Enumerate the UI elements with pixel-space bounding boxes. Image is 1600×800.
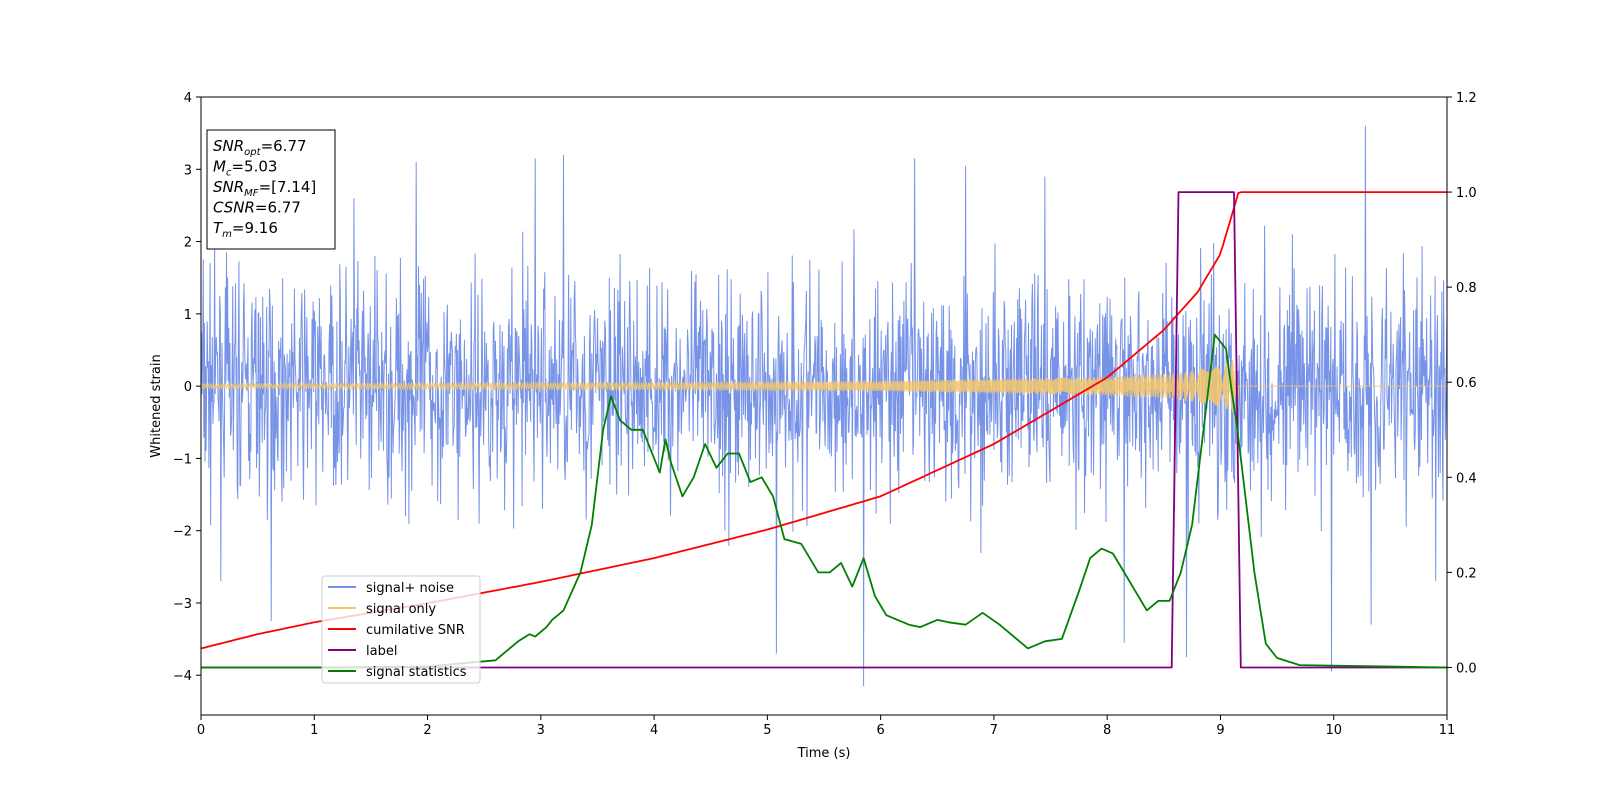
y-tick-label-right: 1.2 bbox=[1456, 91, 1477, 106]
y-tick-label-left: −2 bbox=[173, 525, 192, 540]
y-tick-label-right: 0.6 bbox=[1456, 376, 1477, 391]
legend-frame bbox=[321, 575, 481, 684]
y-axis-right: 0.0 0.2 0.4 0.6 0.8 1.0 1.2 bbox=[1447, 91, 1477, 676]
legend-label: label bbox=[366, 644, 397, 659]
annotation-line: SNRMF=[7.14] bbox=[213, 178, 316, 199]
annotation-line: Mc=5.03 bbox=[213, 158, 277, 179]
legend-label: signal statistics bbox=[366, 665, 467, 680]
y-tick-label-left: 2 bbox=[184, 236, 192, 251]
series-signal-statistics bbox=[201, 333, 1447, 669]
series-label bbox=[201, 191, 1447, 669]
annotation-frame bbox=[206, 129, 336, 250]
x-axis: 0 1 2 3 4 5 6 7 8 9 10 11 bbox=[197, 715, 1455, 738]
x-tick-label: 3 bbox=[537, 723, 545, 738]
x-tick-label: 8 bbox=[1103, 723, 1111, 738]
y-tick-label-left: 1 bbox=[184, 308, 192, 323]
y-tick-label-right: 0.8 bbox=[1456, 281, 1477, 296]
legend-label: signal only bbox=[366, 602, 436, 617]
x-tick-label: 5 bbox=[763, 723, 771, 738]
legend: signal+ noise signal only cumilative SNR la… bbox=[321, 575, 481, 684]
x-tick-label: 6 bbox=[876, 723, 884, 738]
x-tick-label: 9 bbox=[1216, 723, 1224, 738]
series-signal-noise bbox=[201, 125, 1447, 687]
y-axis-label: Whitened strain bbox=[149, 354, 164, 457]
annotation-line: CSNR=6.77 bbox=[213, 199, 301, 217]
legend-label: signal+ noise bbox=[366, 581, 454, 596]
y-tick-label-right: 0.4 bbox=[1456, 471, 1477, 486]
x-tick-label: 1 bbox=[310, 723, 318, 738]
y-tick-label-left: 4 bbox=[184, 91, 192, 106]
x-tick-label: 11 bbox=[1439, 723, 1456, 738]
annotation-line: SNRopt=6.77 bbox=[213, 137, 307, 158]
plot-frame bbox=[200, 96, 1448, 716]
y-tick-label-right: 0.2 bbox=[1456, 566, 1477, 581]
series-signal-only bbox=[201, 357, 1447, 415]
y-tick-label-left: −3 bbox=[173, 597, 192, 612]
x-tick-label: 2 bbox=[423, 723, 431, 738]
x-tick-label: 0 bbox=[197, 723, 205, 738]
x-tick-label: 7 bbox=[990, 723, 998, 738]
y-tick-label-left: 0 bbox=[184, 380, 192, 395]
y-axis-left: −4 −3 −2 −1 0 1 2 3 4 bbox=[173, 91, 201, 684]
y-tick-label-right: 1.0 bbox=[1456, 186, 1477, 201]
annotation-line: Tm=9.16 bbox=[213, 219, 278, 240]
y-tick-label-left: −1 bbox=[173, 452, 192, 467]
x-axis-label: Time (s) bbox=[797, 746, 851, 761]
x-tick-label: 10 bbox=[1325, 723, 1342, 738]
legend-label: cumilative SNR bbox=[366, 623, 465, 638]
y-tick-label-left: 3 bbox=[184, 163, 192, 178]
y-tick-label-left: −4 bbox=[173, 669, 192, 684]
x-tick-label: 4 bbox=[650, 723, 658, 738]
y-tick-label-right: 0.0 bbox=[1456, 661, 1477, 676]
